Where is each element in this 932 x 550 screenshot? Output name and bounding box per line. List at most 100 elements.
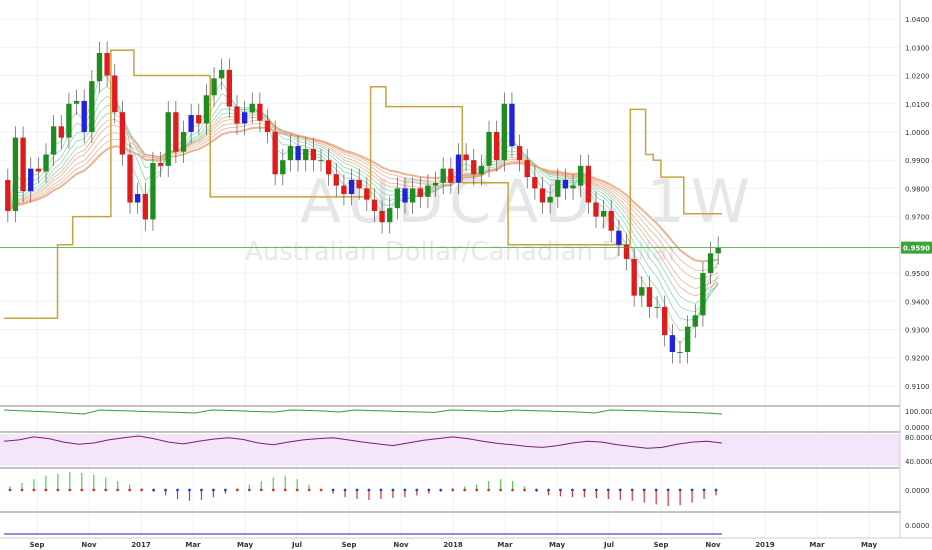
histogram-dot — [20, 488, 24, 492]
histogram-dot — [439, 488, 443, 492]
candle-body — [555, 179, 561, 197]
candlesticks[interactable] — [5, 41, 721, 364]
candle-body — [639, 287, 645, 296]
ribbon-line — [7, 75, 719, 345]
histogram-dot — [200, 488, 203, 492]
candle-body — [684, 326, 691, 353]
price-tick-label: 0.9500 — [905, 270, 930, 278]
time-tick-label: 2019 — [755, 541, 775, 549]
candle-body — [539, 188, 546, 203]
candle-body — [387, 208, 393, 223]
histogram-dot — [319, 488, 323, 492]
price-tick-label: 0.9300 — [905, 326, 930, 334]
candle-body — [364, 188, 370, 200]
price-tick-label: 0.9100 — [905, 383, 930, 391]
histogram-dot — [271, 488, 275, 492]
histogram-dot — [80, 488, 84, 492]
last-price-tag — [901, 241, 932, 254]
price-tick-label: 0.9700 — [905, 214, 930, 222]
time-tick-label: Mar — [497, 541, 513, 549]
candle-body — [28, 168, 34, 192]
histogram-dot — [295, 488, 299, 492]
histogram-dot — [223, 488, 227, 492]
candle-body — [425, 185, 431, 197]
candle-body — [119, 112, 126, 155]
histogram-dot — [547, 488, 550, 492]
time-tick-label: Jul — [603, 541, 614, 549]
watermark-symbol: AUDCAD, 1W — [300, 167, 756, 237]
histogram-dot — [176, 488, 179, 492]
candle-body — [509, 103, 515, 147]
candle-body — [578, 165, 584, 186]
histogram-dot — [32, 488, 36, 492]
histogram-dot — [355, 488, 359, 492]
candle-body — [379, 210, 385, 223]
indicator-line — [3, 409, 723, 415]
time-tick-label: Jul — [291, 541, 302, 549]
histogram-dot — [475, 488, 479, 492]
candle-body — [409, 188, 416, 203]
candle-body — [707, 253, 714, 274]
histogram-dot — [654, 488, 658, 492]
histogram-dot — [116, 488, 120, 492]
candle-body — [188, 115, 194, 132]
candle-body — [272, 131, 278, 175]
histogram-dot — [571, 488, 574, 492]
candle-body — [325, 160, 332, 175]
candle-body — [280, 160, 286, 175]
candle-body — [616, 230, 622, 245]
candle-body — [532, 177, 538, 189]
candle-body — [134, 194, 141, 203]
candle-body — [50, 126, 57, 155]
candle-body — [478, 165, 485, 175]
candle-body — [318, 160, 324, 162]
candle-body — [203, 95, 210, 124]
candle-body — [96, 52, 103, 82]
ribbon-line — [7, 120, 719, 280]
candle-body — [157, 163, 164, 166]
histogram-dot — [140, 488, 144, 492]
pane-band — [0, 434, 900, 466]
indicator-line — [3, 435, 723, 449]
candle-body — [394, 188, 401, 209]
candle-body — [463, 154, 469, 161]
histogram-dot — [152, 488, 155, 492]
candle-body — [547, 196, 553, 203]
histogram-dot — [523, 488, 526, 492]
time-tick-label: Nov — [81, 541, 97, 549]
candle-body — [58, 126, 64, 138]
price-tick-label: 0.9400 — [905, 298, 930, 306]
candle-body — [112, 75, 118, 113]
pane-tick-label: 0.0000 — [905, 487, 930, 495]
candle-body — [341, 185, 347, 195]
indicator-panes[interactable]: 100.0000 0.0000 80.0000 40.0000 0.0000 0.0000 — [0, 405, 932, 535]
candle-body — [264, 120, 271, 132]
histogram-dot — [68, 488, 72, 492]
histogram-dot — [594, 488, 598, 492]
candle-body — [623, 244, 630, 259]
price-tick-label: 0.9200 — [905, 355, 930, 363]
ribbon-line — [7, 112, 719, 305]
histogram-dot — [690, 488, 694, 492]
step-line-path — [4, 49, 722, 319]
candle-body — [73, 100, 80, 104]
candle-body — [593, 202, 599, 217]
histogram-dot — [678, 488, 682, 492]
last-price-line: 0.9590 — [0, 241, 932, 254]
histogram-dot — [235, 488, 239, 492]
price-tick-label: 1.0400 — [905, 16, 930, 24]
candle-body — [241, 112, 248, 124]
histogram-dot — [247, 488, 251, 492]
histogram-dot — [487, 488, 491, 492]
histogram-dot — [511, 488, 514, 492]
histogram-dot — [582, 488, 586, 492]
histogram-dot — [499, 488, 503, 492]
candle-body — [570, 185, 576, 189]
histogram-dot — [642, 488, 646, 492]
histogram-dot — [714, 488, 718, 492]
histogram-dot — [415, 488, 419, 492]
time-tick-label: Sep — [342, 541, 357, 549]
time-axis[interactable]: Sep Nov 2017 Mar May Jul Sep Nov 2018 Mar May Jul Se… — [0, 537, 932, 549]
price-axis[interactable]: 0.9100 0.9200 0.9300 0.9400 0.9500 0.9700 0.98… — [899, 0, 930, 538]
